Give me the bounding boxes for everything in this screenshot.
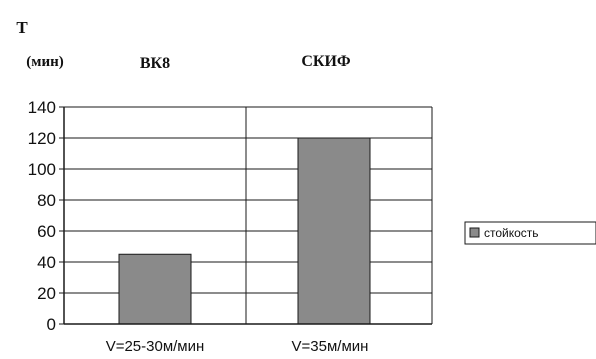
legend-label: стойкость (484, 226, 539, 240)
y-tick-label-0: 0 (47, 315, 56, 334)
legend: стойкость (464, 221, 596, 245)
x-tick-label-0: V=25-30м/мин (106, 338, 205, 355)
legend-box (464, 221, 596, 245)
group-label-vk8: ВК8 (140, 55, 170, 72)
y-tick-label-100: 100 (28, 160, 56, 179)
bars (118, 137, 371, 325)
y-tick-label-40: 40 (37, 253, 56, 272)
x-tick-label-1: V=35м/мин (292, 338, 369, 355)
y-tick-label-140: 140 (28, 98, 56, 117)
axes (63, 107, 432, 325)
bar-1 (297, 137, 371, 325)
y-axis-unit-label: (мин) (26, 54, 64, 70)
group-label-skif: СКИФ (301, 53, 351, 70)
y-tick-label-60: 60 (37, 222, 56, 241)
legend-swatch (469, 227, 480, 238)
y-tick-labels: 0 20 40 60 80 100 120 140 (28, 98, 64, 334)
x-tick-labels: V=25-30м/мин V=35м/мин (106, 338, 369, 355)
y-tick-label-80: 80 (37, 191, 56, 210)
bar-0 (118, 253, 192, 325)
y-tick-label-20: 20 (37, 284, 56, 303)
y-axis-label: T (16, 18, 28, 37)
y-tick-label-120: 120 (28, 129, 56, 148)
